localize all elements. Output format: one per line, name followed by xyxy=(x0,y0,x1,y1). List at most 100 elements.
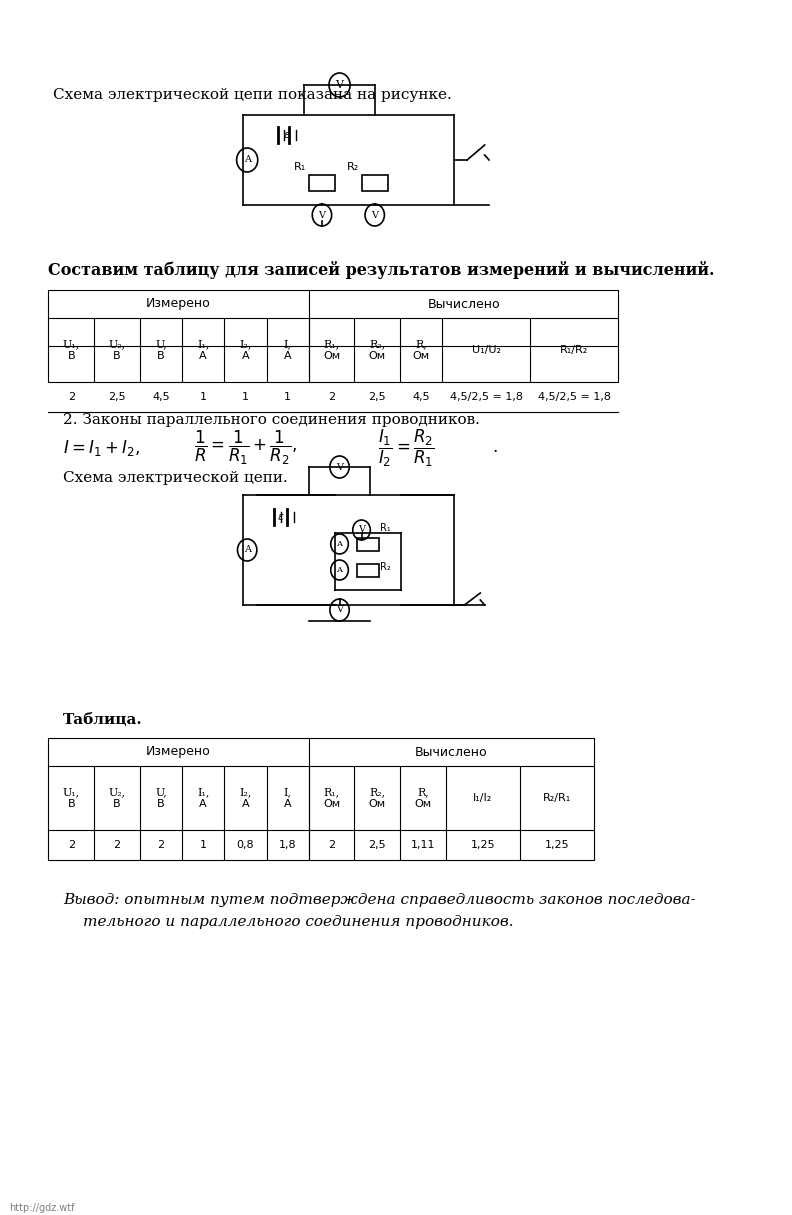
Text: V: V xyxy=(336,605,343,615)
Text: В: В xyxy=(113,799,121,809)
Text: R₁: R₁ xyxy=(380,522,391,533)
Text: А: А xyxy=(200,799,207,809)
Text: ε: ε xyxy=(284,130,290,140)
Text: Ом: Ом xyxy=(369,351,386,361)
Text: I₁,: I₁, xyxy=(197,339,209,349)
Text: V: V xyxy=(371,210,379,220)
Text: I,: I, xyxy=(284,787,291,797)
Text: Вычислено: Вычислено xyxy=(427,298,500,311)
Text: А: А xyxy=(242,799,249,809)
Text: А: А xyxy=(242,351,249,361)
Text: 2: 2 xyxy=(158,840,165,850)
Text: 2,5: 2,5 xyxy=(368,392,386,402)
Text: 2. Законы параллельного соединения проводников.: 2. Законы параллельного соединения прово… xyxy=(63,413,480,426)
Text: ε: ε xyxy=(278,512,284,522)
Text: A: A xyxy=(337,539,343,548)
Text: Ом: Ом xyxy=(323,799,341,809)
Text: V: V xyxy=(336,80,344,90)
Bar xyxy=(361,175,388,191)
Text: U,: U, xyxy=(155,787,167,797)
Text: R₂,: R₂, xyxy=(369,787,386,797)
Text: 2,5: 2,5 xyxy=(109,392,126,402)
Text: 1: 1 xyxy=(200,392,207,402)
Text: $I = I_1 + I_2,$: $I = I_1 + I_2,$ xyxy=(63,437,140,458)
Text: A: A xyxy=(337,566,343,573)
Text: 2: 2 xyxy=(328,392,335,402)
Bar xyxy=(356,537,379,550)
Text: А: А xyxy=(200,351,207,361)
Text: В: В xyxy=(157,799,165,809)
Text: Схема электрической цепи показана на рисунке.: Схема электрической цепи показана на рис… xyxy=(53,87,451,102)
Bar xyxy=(309,175,335,191)
Text: V: V xyxy=(318,210,326,220)
Text: R₂/R₁: R₂/R₁ xyxy=(543,793,571,803)
Text: В: В xyxy=(157,351,165,361)
Text: А: А xyxy=(284,351,291,361)
Text: .: . xyxy=(493,440,498,457)
Text: R₁: R₁ xyxy=(294,162,307,173)
Text: I₁,: I₁, xyxy=(197,787,209,797)
Text: I,: I, xyxy=(284,339,291,349)
Text: $\dfrac{I_1}{I_2} = \dfrac{R_2}{R_1}$: $\dfrac{I_1}{I_2} = \dfrac{R_2}{R_1}$ xyxy=(379,428,435,469)
Text: 4,5: 4,5 xyxy=(152,392,169,402)
Text: тельного и параллельного соединения проводников.: тельного и параллельного соединения пров… xyxy=(82,915,513,929)
Text: 1,25: 1,25 xyxy=(544,840,569,850)
Text: I₂,: I₂, xyxy=(239,339,252,349)
Text: R,: R, xyxy=(416,339,427,349)
Text: 1: 1 xyxy=(242,392,249,402)
Text: А: А xyxy=(284,799,291,809)
Text: Ом: Ом xyxy=(323,351,341,361)
Text: Вычислено: Вычислено xyxy=(415,746,488,758)
Text: В: В xyxy=(67,799,75,809)
Text: U₂,: U₂, xyxy=(109,339,126,349)
Text: 2: 2 xyxy=(113,840,120,850)
Text: 1: 1 xyxy=(284,392,291,402)
Text: Ом: Ом xyxy=(414,799,432,809)
Text: U₁,: U₁, xyxy=(63,339,80,349)
Text: 2: 2 xyxy=(67,392,74,402)
Text: Схема электрической цепи.: Схема электрической цепи. xyxy=(63,471,288,485)
Text: Ом: Ом xyxy=(369,799,386,809)
Text: http://gdz.wtf: http://gdz.wtf xyxy=(9,1203,74,1213)
Text: R₂,: R₂, xyxy=(369,339,386,349)
Text: U₂,: U₂, xyxy=(109,787,126,797)
Text: 2,5: 2,5 xyxy=(368,840,386,850)
Text: U₁,: U₁, xyxy=(63,787,80,797)
Text: В: В xyxy=(113,351,121,361)
Text: U,: U, xyxy=(155,339,167,349)
Text: R,: R, xyxy=(417,787,429,797)
Text: A: A xyxy=(244,546,251,554)
Text: R₂: R₂ xyxy=(380,563,391,572)
Bar xyxy=(356,564,379,576)
Text: 1,8: 1,8 xyxy=(279,840,296,850)
Text: 1,11: 1,11 xyxy=(411,840,436,850)
Text: A: A xyxy=(244,156,251,164)
Text: 2: 2 xyxy=(328,840,335,850)
Text: Таблица.: Таблица. xyxy=(63,713,143,727)
Text: 4,5/2,5 = 1,8: 4,5/2,5 = 1,8 xyxy=(538,392,611,402)
Text: R₁,: R₁, xyxy=(324,787,340,797)
Text: $\dfrac{1}{R} = \dfrac{1}{R_1} + \dfrac{1}{R_2},$: $\dfrac{1}{R} = \dfrac{1}{R_1} + \dfrac{… xyxy=(193,429,297,467)
Text: U₁/U₂: U₁/U₂ xyxy=(472,345,501,355)
Text: Измерено: Измерено xyxy=(147,746,211,758)
Text: 0,8: 0,8 xyxy=(237,840,254,850)
Text: V: V xyxy=(358,526,365,535)
Text: 1: 1 xyxy=(200,840,207,850)
Text: 4,5/2,5 = 1,8: 4,5/2,5 = 1,8 xyxy=(450,392,523,402)
Text: 4,5: 4,5 xyxy=(413,392,430,402)
Text: I₂,: I₂, xyxy=(239,787,252,797)
Text: 2: 2 xyxy=(67,840,74,850)
Text: Вывод: опытным путем подтверждена справедливость законов последова-: Вывод: опытным путем подтверждена справе… xyxy=(63,893,696,908)
Text: 1,25: 1,25 xyxy=(470,840,495,850)
Bar xyxy=(48,290,619,382)
Text: Ом: Ом xyxy=(413,351,430,361)
Text: Измерено: Измерено xyxy=(147,298,211,311)
Text: В: В xyxy=(67,351,75,361)
Text: Составим таблицу для записей результатов измерений и вычислений.: Составим таблицу для записей результатов… xyxy=(48,261,715,279)
Text: R₁,: R₁, xyxy=(324,339,340,349)
Text: I₁/I₂: I₁/I₂ xyxy=(474,793,493,803)
Text: R₁/R₂: R₁/R₂ xyxy=(560,345,588,355)
Bar xyxy=(48,738,594,860)
Text: V: V xyxy=(336,463,343,471)
Text: R₂: R₂ xyxy=(347,162,359,173)
